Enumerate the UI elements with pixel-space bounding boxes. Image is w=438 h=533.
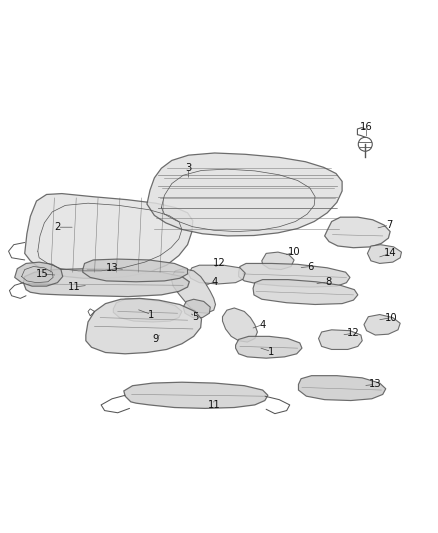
Polygon shape xyxy=(223,308,258,342)
Text: 10: 10 xyxy=(385,312,398,322)
Text: 13: 13 xyxy=(369,379,381,390)
Polygon shape xyxy=(298,376,386,400)
Text: 1: 1 xyxy=(268,346,275,357)
Polygon shape xyxy=(14,262,63,286)
Polygon shape xyxy=(25,193,193,278)
Polygon shape xyxy=(236,336,302,358)
Polygon shape xyxy=(183,299,210,318)
Polygon shape xyxy=(325,217,390,248)
Polygon shape xyxy=(124,382,268,408)
Polygon shape xyxy=(262,252,294,270)
Polygon shape xyxy=(86,298,201,354)
Polygon shape xyxy=(113,299,182,322)
Text: 9: 9 xyxy=(152,334,159,344)
Text: 11: 11 xyxy=(67,282,81,292)
Text: 5: 5 xyxy=(192,312,198,322)
Text: 1: 1 xyxy=(148,310,155,319)
Text: 13: 13 xyxy=(106,263,118,273)
Polygon shape xyxy=(188,265,245,284)
Text: 12: 12 xyxy=(347,328,360,338)
Text: 4: 4 xyxy=(260,320,266,329)
Polygon shape xyxy=(83,259,187,282)
Polygon shape xyxy=(253,280,358,304)
Text: 10: 10 xyxy=(288,247,300,257)
Text: 2: 2 xyxy=(54,222,60,232)
Text: 12: 12 xyxy=(212,259,226,269)
Text: 8: 8 xyxy=(325,277,331,287)
Polygon shape xyxy=(147,153,342,236)
Text: 14: 14 xyxy=(384,248,396,259)
Text: 6: 6 xyxy=(307,262,314,271)
Text: 16: 16 xyxy=(360,122,373,132)
Text: 4: 4 xyxy=(212,277,218,287)
Text: 3: 3 xyxy=(185,163,191,173)
Polygon shape xyxy=(364,314,400,335)
Text: 11: 11 xyxy=(207,400,220,410)
Text: 7: 7 xyxy=(386,220,392,230)
Polygon shape xyxy=(239,263,350,287)
Polygon shape xyxy=(171,269,215,313)
Text: 15: 15 xyxy=(36,269,49,279)
Polygon shape xyxy=(367,245,402,263)
Polygon shape xyxy=(318,330,362,350)
Polygon shape xyxy=(23,269,189,297)
